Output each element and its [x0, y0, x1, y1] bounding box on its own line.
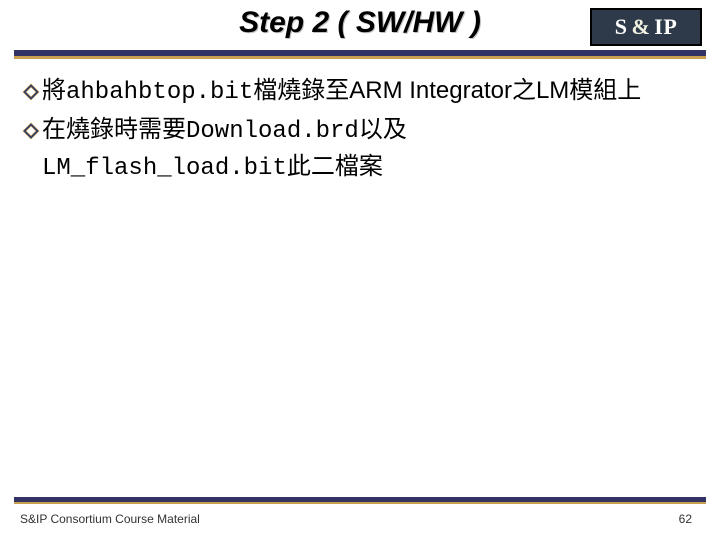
code-segment: Download.brd: [186, 118, 359, 145]
text-segment: 此二檔案: [287, 153, 383, 180]
footer-text: S&IP Consortium Course Material: [20, 512, 200, 526]
bullet-text: 在燒錄時需要Download.brd以及 LM_flash_load.bit此二檔…: [42, 113, 407, 187]
title-bar: Step 2 ( SW/HW ) S & IP: [0, 0, 720, 56]
code-segment: LM_flash_load.bit: [42, 155, 287, 182]
logo-s: S: [615, 14, 628, 40]
logo-amp: &: [631, 14, 650, 40]
footer-divider: [14, 497, 706, 502]
page-number: 62: [679, 512, 692, 526]
code-segment: ahbahbtop.bit: [66, 79, 253, 106]
diamond-bullet-icon: [20, 117, 42, 145]
bullet-text: 將ahbahbtop.bit檔燒錄至ARM Integrator之LM模組上: [42, 74, 641, 111]
diamond-bullet-icon: [20, 78, 42, 106]
content-area: 將ahbahbtop.bit檔燒錄至ARM Integrator之LM模組上 在…: [0, 74, 720, 186]
bullet-item: 將ahbahbtop.bit檔燒錄至ARM Integrator之LM模組上: [20, 74, 700, 111]
text-segment: 檔燒錄至ARM Integrator之LM模組上: [253, 77, 641, 104]
slide: Step 2 ( SW/HW ) S & IP 將ahbahbtop.bit檔燒…: [0, 0, 720, 540]
logo: S & IP: [590, 8, 702, 46]
logo-ip: IP: [654, 14, 677, 40]
bullet-item: 在燒錄時需要Download.brd以及 LM_flash_load.bit此二檔…: [20, 113, 700, 187]
text-segment: 在燒錄時需要: [42, 116, 186, 143]
title-underline: [14, 50, 706, 56]
text-segment: 將: [42, 77, 66, 104]
text-segment: 以及: [359, 116, 407, 143]
